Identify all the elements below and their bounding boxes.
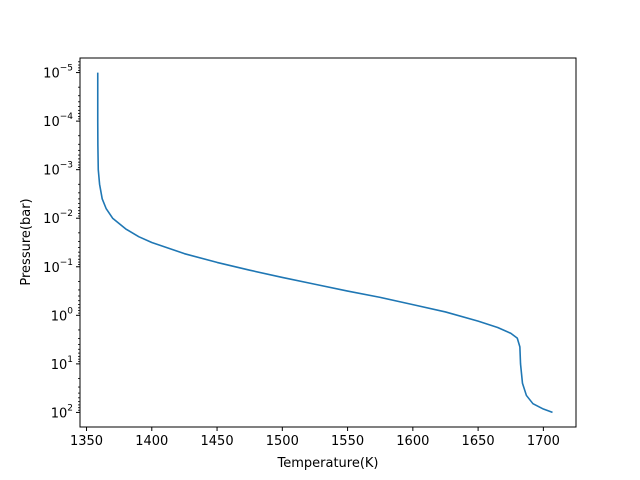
- y-axis-label: Pressure(bar): [19, 198, 34, 285]
- plot-frame: [79, 57, 577, 428]
- y-tick-label: 10−5: [43, 64, 73, 82]
- y-tick-label: 102: [51, 403, 73, 421]
- series-line: [96, 72, 553, 414]
- y-tick-label: 100: [51, 306, 74, 324]
- x-tick-label: 1400: [135, 434, 168, 449]
- x-axis-label: Temperature(K): [276, 456, 378, 471]
- x-tick-label: 1650: [462, 434, 495, 449]
- y-axis: 10−5 10−4 10−3 10−2 10−1 100 101 102: [43, 61, 80, 421]
- y-tick-label: 10−1: [43, 258, 73, 276]
- y-tick-label: 10−3: [43, 161, 73, 179]
- y-tick-label: 101: [51, 355, 73, 373]
- plot-area: [80, 58, 576, 427]
- series-layer: [96, 72, 553, 414]
- x-tick-label: 1500: [266, 434, 299, 449]
- y-tick-label: 10−4: [43, 112, 73, 130]
- x-axis: 1350 1400 1450 1500 1550 1600 1650 1700: [70, 427, 560, 449]
- x-tick-label: 1600: [396, 434, 429, 449]
- x-tick-label: 1700: [527, 434, 560, 449]
- x-tick-label: 1450: [201, 434, 234, 449]
- x-tick-label: 1350: [70, 434, 103, 449]
- y-tick-label: 10−2: [43, 209, 73, 227]
- x-tick-label: 1550: [331, 434, 364, 449]
